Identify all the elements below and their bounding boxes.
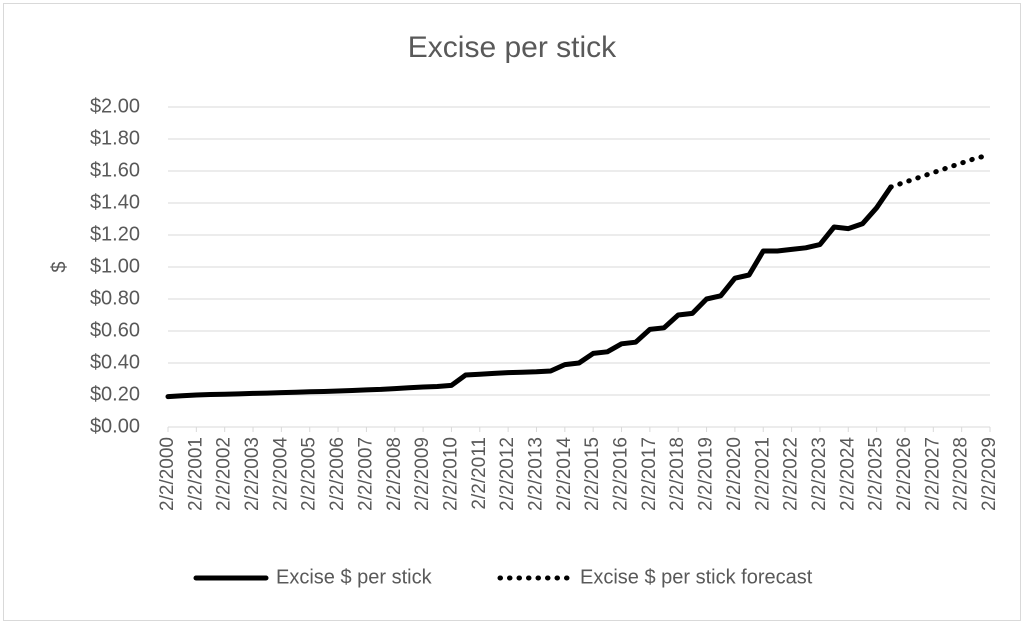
- y-tick-label: $1.60: [90, 159, 140, 181]
- x-tick-label: 2/2/2018: [667, 437, 688, 511]
- x-tick-label: 2/2/2014: [554, 437, 575, 511]
- y-tick-label: $1.40: [90, 191, 140, 213]
- x-tick-label: 2/2/2024: [837, 437, 858, 511]
- x-tick-label: 2/2/2019: [696, 437, 717, 511]
- x-tick-label: 2/2/2016: [611, 437, 632, 511]
- chart-title: Excise per stick: [408, 31, 617, 64]
- x-tick-label: 2/2/2020: [724, 437, 745, 511]
- x-tick-label: 2/2/2021: [752, 437, 773, 511]
- y-tick-label: $1.80: [90, 127, 140, 149]
- data-line: [888, 152, 993, 190]
- legend-label: Excise $ per stick forecast: [580, 566, 813, 588]
- x-tick-label: 2/2/2026: [894, 437, 915, 511]
- x-tick-label: 2/2/2007: [355, 437, 376, 511]
- legend-label: Excise $ per stick: [276, 566, 433, 588]
- y-tick-label: $1.00: [90, 255, 140, 277]
- x-tick-label: 2/2/2025: [866, 437, 887, 511]
- x-tick-label: 2/2/2029: [979, 437, 1000, 511]
- y-tick-label: $0.40: [90, 351, 140, 373]
- x-tick-label: 2/2/2000: [157, 437, 178, 511]
- y-tick-label: $0.80: [90, 287, 140, 309]
- y-tick-label: $0.00: [90, 415, 140, 437]
- x-tick-label: 2/2/2001: [185, 437, 206, 511]
- data-line: [165, 184, 894, 400]
- x-tick-label: 2/2/2009: [412, 437, 433, 511]
- x-tick-label: 2/2/2023: [809, 437, 830, 511]
- y-tick-label: $0.20: [90, 383, 140, 405]
- x-tick-label: 2/2/2017: [639, 437, 660, 511]
- y-tick-label: $2.00: [90, 95, 140, 117]
- x-tick-label: 2/2/2010: [440, 437, 461, 511]
- x-tick-label: 2/2/2005: [299, 437, 320, 511]
- x-tick-label: 2/2/2002: [214, 437, 235, 511]
- x-tick-label: 2/2/2028: [951, 437, 972, 511]
- y-tick-label: $1.20: [90, 223, 140, 245]
- x-tick-label: 2/2/2003: [242, 437, 263, 511]
- x-tick-label: 2/2/2015: [582, 437, 603, 511]
- chart-border: [3, 3, 1021, 621]
- x-tick-label: 2/2/2012: [497, 437, 518, 511]
- x-tick-label: 2/2/2008: [384, 437, 405, 511]
- x-tick-label: 2/2/2027: [922, 437, 943, 511]
- x-tick-label: 2/2/2022: [781, 437, 802, 511]
- x-tick-label: 2/2/2004: [270, 437, 291, 511]
- y-axis-label: $: [48, 261, 70, 272]
- y-tick-label: $0.60: [90, 319, 140, 341]
- x-tick-label: 2/2/2006: [327, 437, 348, 511]
- x-tick-label: 2/2/2013: [525, 437, 546, 511]
- x-tick-label: 2/2/2011: [469, 437, 490, 510]
